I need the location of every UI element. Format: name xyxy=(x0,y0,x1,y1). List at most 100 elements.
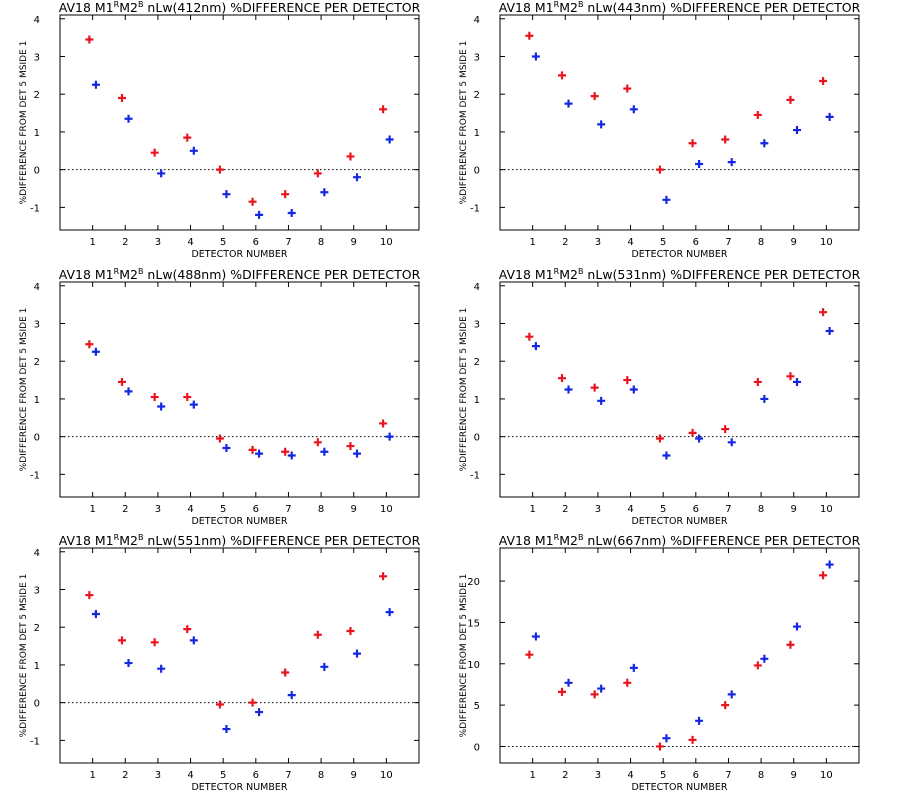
x-axis-label: DETECTOR NUMBER xyxy=(191,516,287,527)
data-point-marker xyxy=(662,195,671,204)
y-axis-label: %DIFFERENCE FROM DET 5 MSIDE 1 xyxy=(19,308,29,472)
data-point-marker xyxy=(124,659,133,668)
x-tick-label: 10 xyxy=(820,237,833,248)
x-tick-label: 10 xyxy=(820,770,833,781)
x-axis-label: DETECTOR NUMBER xyxy=(631,782,727,793)
x-tick-label: 6 xyxy=(253,770,259,781)
x-axis-label: DETECTOR NUMBER xyxy=(631,249,727,260)
y-tick-label: 0 xyxy=(34,166,40,177)
data-point-marker xyxy=(753,110,762,119)
data-point-marker xyxy=(564,99,573,108)
data-point-marker xyxy=(688,735,697,744)
y-tick-label: 3 xyxy=(474,52,480,63)
y-tick-label: 0 xyxy=(474,166,480,177)
x-tick-label: 7 xyxy=(725,770,731,781)
y-axis-label: %DIFFERENCE FROM DET 5 MSIDE 1 xyxy=(19,574,29,738)
data-point-marker xyxy=(215,165,224,174)
y-tick-label: -1 xyxy=(470,470,480,481)
y-tick-label: 4 xyxy=(34,15,40,26)
data-point-marker xyxy=(695,434,704,443)
y-axis-label: %DIFFERENCE FROM DET 5 MSIDE 1 xyxy=(19,41,29,205)
chart-title: AV18 M1RM2B nLw(667nm) %DIFFERENCE PER D… xyxy=(499,533,861,548)
data-point-marker xyxy=(124,387,133,396)
y-axis-label: %DIFFERENCE FROM DET 5 MSIDE 1 xyxy=(459,574,469,738)
plot-frame xyxy=(499,281,860,498)
data-point-marker xyxy=(727,158,736,167)
x-tick-label: 3 xyxy=(155,770,161,781)
data-point-marker xyxy=(721,425,730,434)
data-point-marker xyxy=(385,135,394,144)
y-tick-label: 0 xyxy=(34,433,40,444)
data-point-marker xyxy=(655,165,664,174)
x-tick-label: 7 xyxy=(285,504,291,515)
data-point-marker xyxy=(352,173,361,182)
data-point-marker xyxy=(819,308,828,317)
x-tick-label: 1 xyxy=(529,770,535,781)
data-point-marker xyxy=(760,139,769,148)
y-tick-label: 1 xyxy=(474,128,480,139)
series-2 xyxy=(531,560,834,743)
x-tick-label: 1 xyxy=(529,237,535,248)
series-2 xyxy=(531,327,834,460)
data-point-marker xyxy=(320,662,329,671)
data-point-marker xyxy=(287,209,296,218)
data-point-marker xyxy=(379,572,388,581)
data-point-marker xyxy=(792,622,801,631)
x-tick-label: 9 xyxy=(351,237,357,248)
y-tick-label: 1 xyxy=(34,395,40,406)
data-point-marker xyxy=(825,560,834,569)
data-point-marker xyxy=(721,135,730,144)
y-tick-label: 4 xyxy=(34,282,40,293)
x-tick-label: 4 xyxy=(627,237,633,248)
data-point-marker xyxy=(255,708,264,717)
chart-panel-6: AV18 M1RM2B nLw(667nm) %DIFFERENCE PER D… xyxy=(459,533,861,793)
x-axis-label: DETECTOR NUMBER xyxy=(631,516,727,527)
x-tick-label: 5 xyxy=(660,504,666,515)
data-point-marker xyxy=(558,374,567,383)
data-point-marker xyxy=(753,661,762,670)
x-tick-label: 3 xyxy=(155,504,161,515)
y-tick-label: 10 xyxy=(467,660,480,671)
data-point-marker xyxy=(786,95,795,104)
data-point-marker xyxy=(531,632,540,641)
x-tick-label: 8 xyxy=(318,504,324,515)
y-tick-label: 4 xyxy=(34,548,40,559)
data-point-marker xyxy=(222,190,231,199)
data-point-marker xyxy=(629,385,638,394)
x-tick-label: 4 xyxy=(627,770,633,781)
x-axis-label: DETECTOR NUMBER xyxy=(191,249,287,260)
x-tick-label: 5 xyxy=(660,770,666,781)
data-point-marker xyxy=(320,447,329,456)
data-point-marker xyxy=(385,608,394,617)
chart-panel-1: AV18 M1RM2B nLw(412nm) %DIFFERENCE PER D… xyxy=(19,0,421,260)
data-point-marker xyxy=(753,377,762,386)
y-tick-label: 1 xyxy=(34,661,40,672)
y-tick-label: 5 xyxy=(474,701,480,712)
x-tick-label: 5 xyxy=(220,504,226,515)
data-point-marker xyxy=(183,625,192,634)
data-point-marker xyxy=(313,630,322,639)
y-tick-label: 3 xyxy=(34,52,40,63)
x-tick-label: 7 xyxy=(725,504,731,515)
data-point-marker xyxy=(655,434,664,443)
data-point-marker xyxy=(597,396,606,405)
x-tick-label: 9 xyxy=(791,770,797,781)
data-point-marker xyxy=(320,188,329,197)
x-tick-label: 2 xyxy=(122,504,128,515)
data-point-marker xyxy=(189,636,198,645)
x-tick-label: 9 xyxy=(791,237,797,248)
plot-frame xyxy=(499,547,860,764)
data-point-marker xyxy=(662,734,671,743)
y-tick-label: 1 xyxy=(474,395,480,406)
data-point-marker xyxy=(85,591,94,600)
y-tick-label: 2 xyxy=(34,357,40,368)
data-point-marker xyxy=(623,84,632,93)
data-point-marker xyxy=(525,332,534,341)
x-tick-label: 2 xyxy=(562,237,568,248)
data-point-marker xyxy=(825,112,834,121)
data-point-marker xyxy=(727,690,736,699)
data-point-marker xyxy=(124,114,133,123)
x-tick-label: 3 xyxy=(595,504,601,515)
x-tick-label: 9 xyxy=(791,504,797,515)
data-point-marker xyxy=(760,654,769,663)
